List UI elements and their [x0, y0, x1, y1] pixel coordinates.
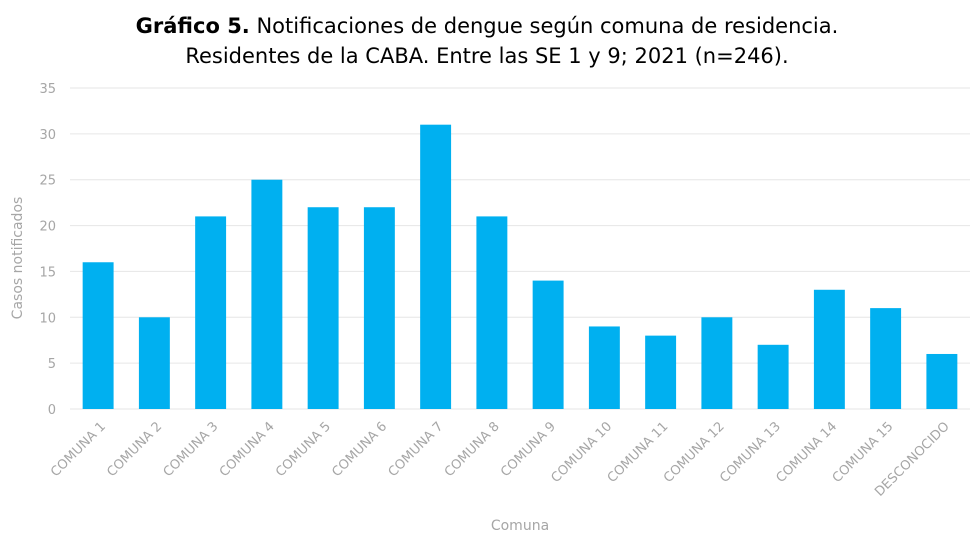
bar	[251, 179, 283, 409]
bar	[870, 308, 902, 409]
bar	[588, 326, 620, 409]
bar	[307, 207, 339, 409]
bar	[82, 262, 114, 409]
y-tick-label: 30	[39, 128, 56, 143]
y-tick-label: 0	[48, 403, 56, 418]
bar	[532, 280, 564, 409]
title-line: Notificaciones de dengue según comuna de…	[256, 14, 838, 38]
x-tick-label: COMUNA 8	[442, 419, 503, 480]
bar	[363, 207, 395, 409]
y-tick-label: 35	[39, 82, 56, 97]
x-tick-label: COMUNA 5	[273, 419, 334, 480]
bar	[926, 353, 958, 409]
y-tick-label: 5	[48, 357, 56, 372]
bar	[757, 344, 789, 409]
x-tick-label: COMUNA 4	[217, 419, 278, 480]
x-axis-label: Comuna	[491, 518, 549, 533]
x-tick-label: COMUNA 2	[104, 419, 165, 480]
x-tick-label: COMUNA 9	[498, 419, 559, 480]
y-tick-label: 25	[39, 174, 56, 189]
x-tick-label: COMUNA 7	[386, 419, 447, 480]
x-tick-label: COMUNA 1	[48, 419, 109, 480]
bar	[420, 124, 452, 409]
y-tick-label: 10	[39, 311, 56, 326]
y-axis-label: Casos notificados	[10, 197, 26, 320]
y-tick-label: 15	[39, 265, 56, 280]
y-tick-label: 20	[39, 220, 56, 235]
x-tick-label: COMUNA 6	[329, 419, 390, 480]
bar	[701, 317, 733, 409]
bar	[813, 289, 845, 409]
chart-title: Residentes de la CABA. Entre las SE 1 y …	[185, 44, 788, 68]
title-prefix: Gráfico 5.	[136, 14, 250, 38]
x-tick-label: COMUNA 3	[161, 419, 222, 480]
bar	[138, 317, 170, 409]
chart-title: Gráfico 5. Notificaciones de dengue segú…	[136, 14, 839, 38]
bar	[195, 216, 227, 409]
bar	[476, 216, 508, 409]
bar	[645, 335, 677, 409]
